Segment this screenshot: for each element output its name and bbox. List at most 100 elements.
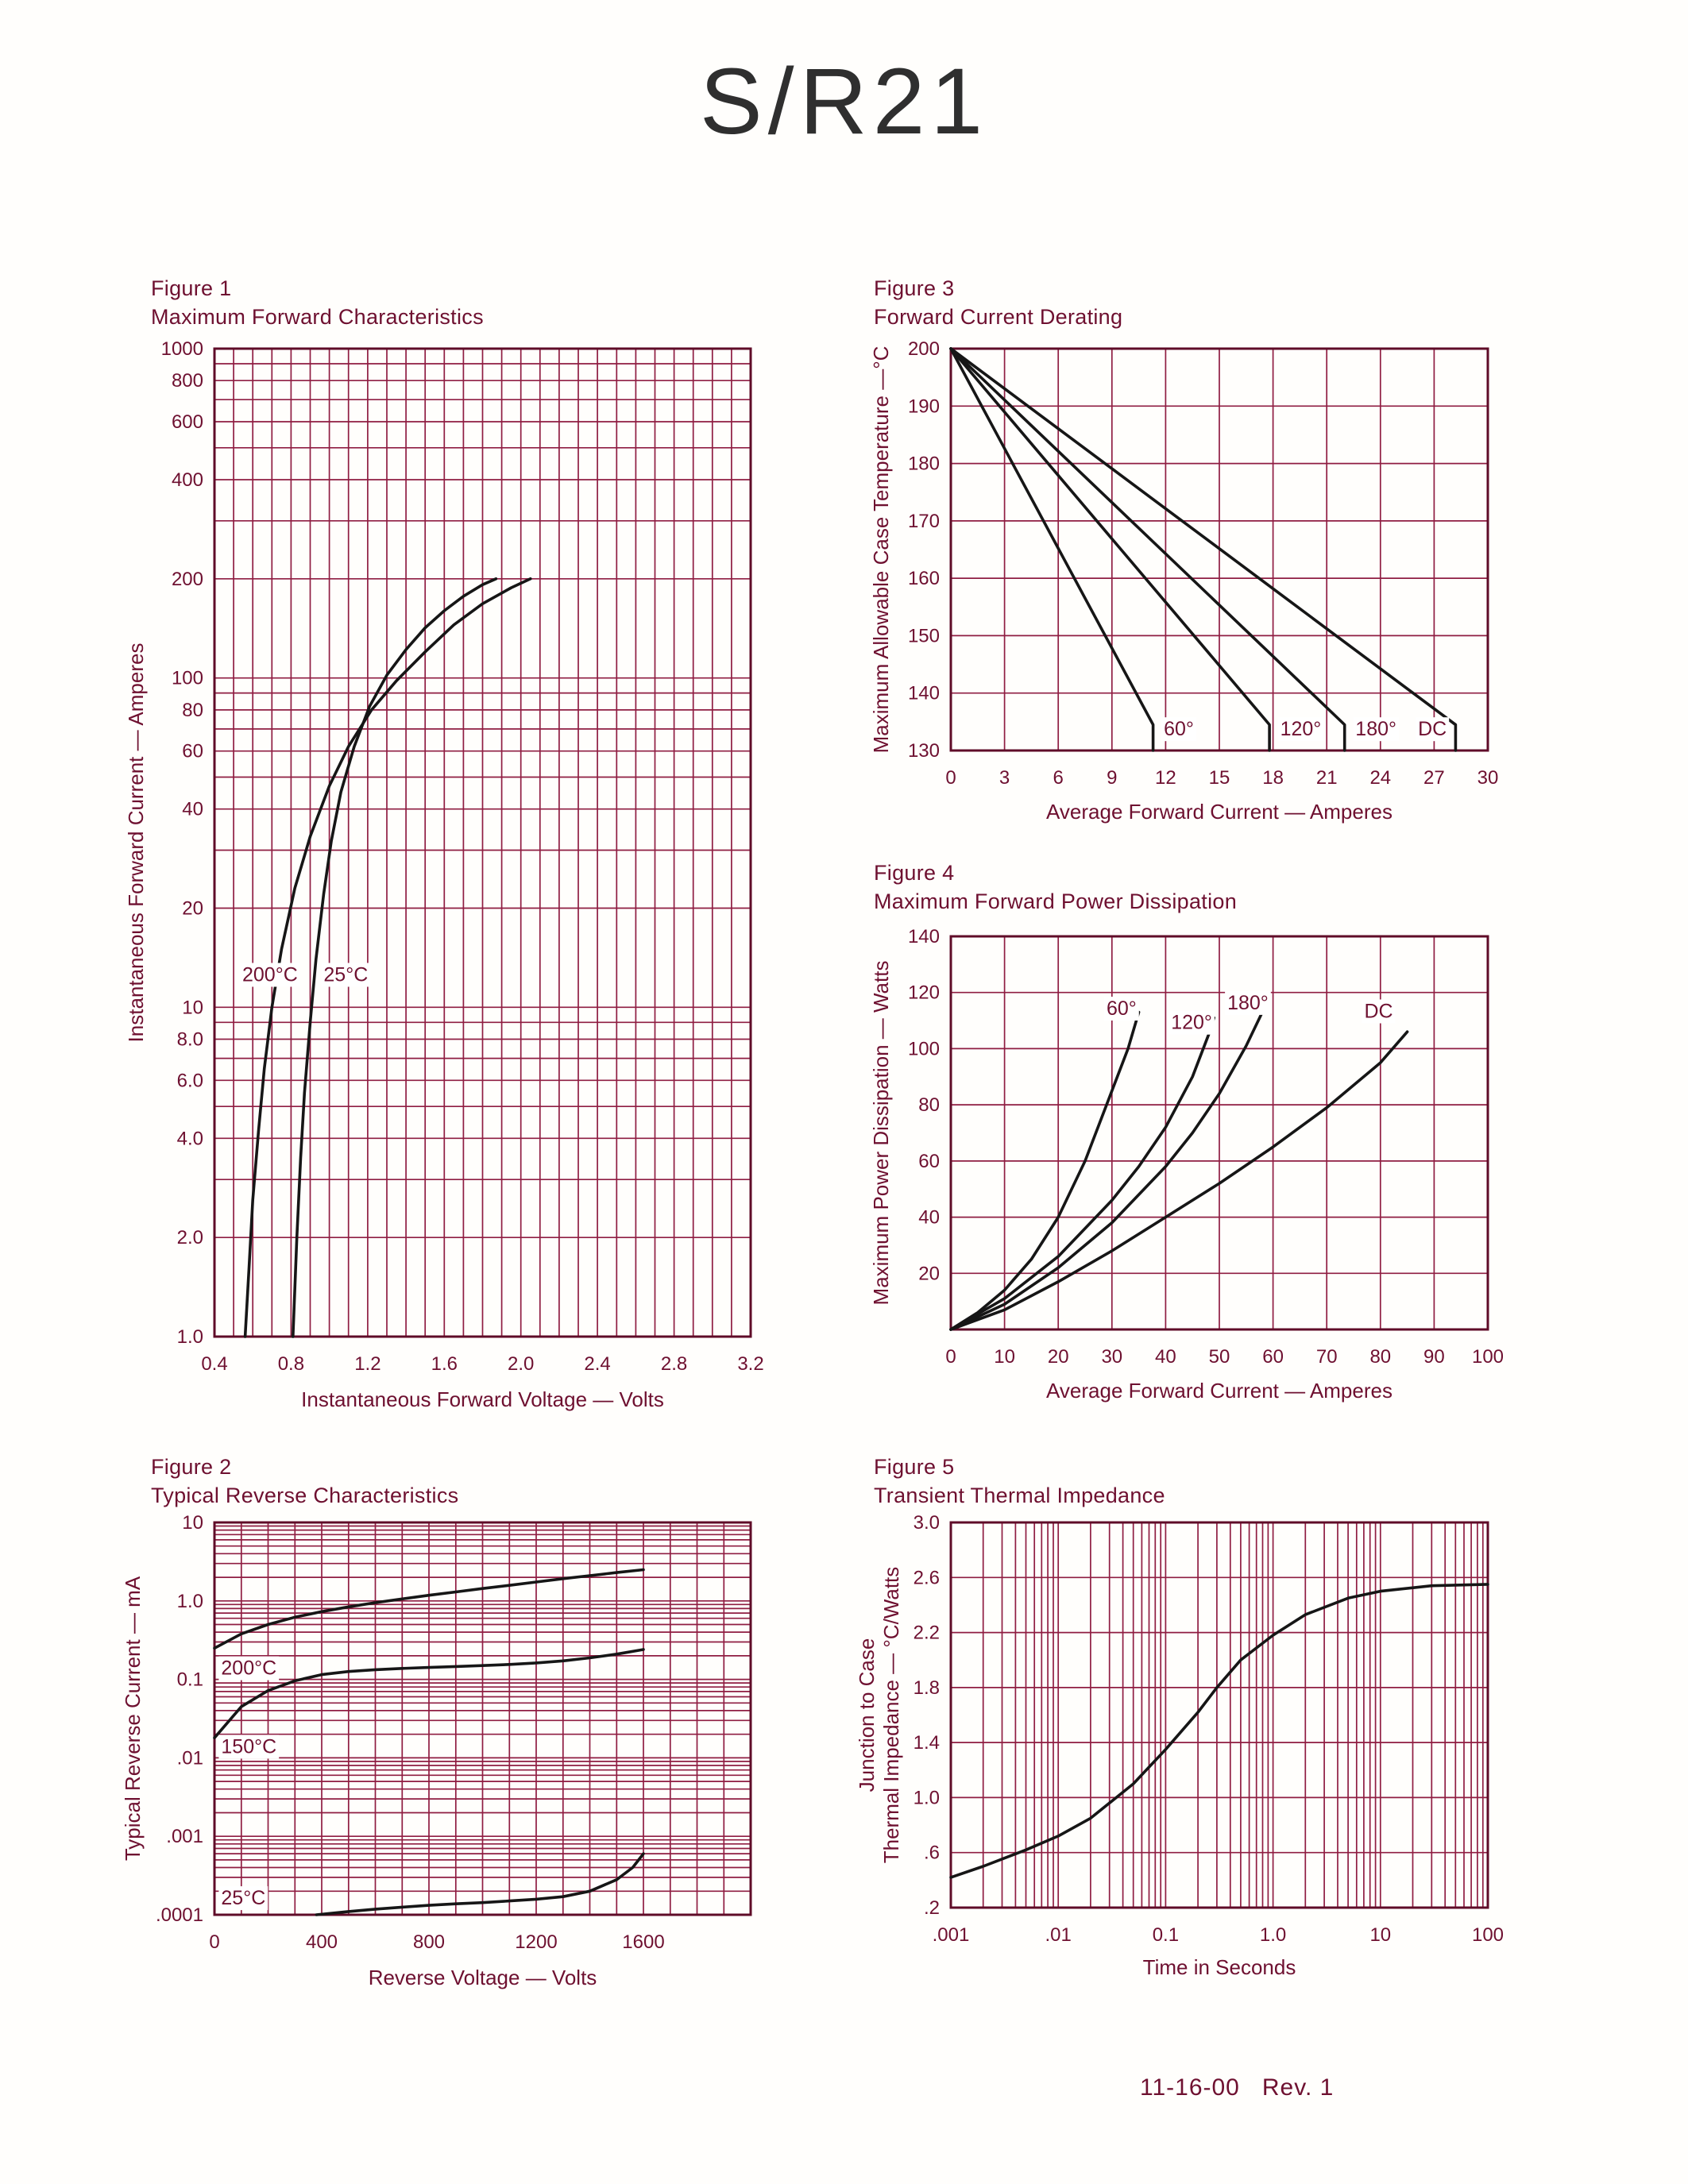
- svg-text:140: 140: [908, 926, 940, 947]
- svg-text:Average Forward Current — Ampe: Average Forward Current — Amperes: [1046, 1379, 1393, 1403]
- curve-label: 25°C: [221, 1887, 265, 1909]
- svg-text:.2: .2: [924, 1897, 940, 1919]
- curve-label-bg: [218, 1886, 268, 1911]
- figure1-header: Figure 1 Maximum Forward Characteristics: [151, 275, 484, 331]
- figure4-label: Figure 4: [874, 861, 955, 885]
- svg-text:18: 18: [1262, 767, 1284, 789]
- series-curves: [213, 1568, 645, 1916]
- figure3-subtitle: Forward Current Derating: [874, 304, 1123, 329]
- svg-text:Thermal Impedance — °C/Watts: Thermal Impedance — °C/Watts: [879, 1567, 903, 1864]
- x-tick-labels: 0 400 800 1200 1600: [209, 1931, 664, 1953]
- svg-text:9: 9: [1107, 767, 1117, 789]
- svg-text:70: 70: [1316, 1346, 1338, 1368]
- svg-text:1.2: 1.2: [354, 1353, 380, 1375]
- figure1-label: Figure 1: [151, 276, 232, 300]
- svg-text:190: 190: [908, 396, 940, 417]
- svg-text:1200: 1200: [515, 1931, 557, 1953]
- curve-label: 150°C: [221, 1735, 276, 1758]
- figure5-plot: .001 .01 0.1 1.0 10 100 .2 .6 1.0 1.4 1.8 2.2 2.6 3.0…: [858, 1512, 1504, 1979]
- curve-120°: [949, 1016, 1216, 1331]
- svg-text:.01: .01: [177, 1747, 203, 1769]
- svg-text:100: 100: [1472, 1346, 1504, 1368]
- curve-200°C: [213, 1568, 645, 1650]
- curve-25°C: [315, 1852, 645, 1916]
- y-tick-labels: 10 1.0 0.1 .01 .001 .0001: [156, 1512, 203, 1926]
- svg-text:.01: .01: [1045, 1924, 1072, 1946]
- svg-text:3: 3: [999, 767, 1010, 789]
- series-curves: [243, 577, 532, 1338]
- figure2-label: Figure 2: [151, 1455, 232, 1479]
- svg-text:40: 40: [182, 799, 203, 820]
- svg-text:12: 12: [1155, 767, 1176, 789]
- svg-text:400: 400: [172, 469, 203, 491]
- plot-border: [949, 347, 1489, 752]
- x-axis-label: Average Forward Current — Amperes: [1046, 1379, 1393, 1403]
- svg-text:Reverse Voltage — Volts: Reverse Voltage — Volts: [369, 1966, 597, 1989]
- svg-text:80: 80: [182, 700, 203, 721]
- svg-text:1000: 1000: [161, 338, 203, 360]
- svg-text:4.0: 4.0: [177, 1128, 203, 1149]
- svg-text:180: 180: [908, 453, 940, 475]
- svg-text:Time in Seconds: Time in Seconds: [1143, 1955, 1296, 1979]
- svg-text:140: 140: [908, 683, 940, 704]
- figure4-subtitle: Maximum Forward Power Dissipation: [874, 889, 1238, 913]
- svg-text:0.1: 0.1: [177, 1669, 203, 1691]
- svg-text:6.0: 6.0: [177, 1070, 203, 1091]
- svg-text:.001: .001: [933, 1924, 970, 1946]
- figure3-header: Figure 3 Forward Current Derating: [874, 275, 1122, 331]
- plot-border: [949, 935, 1489, 1331]
- svg-text:1.0: 1.0: [177, 1326, 203, 1348]
- curve-200°C: [243, 577, 532, 1338]
- curve-60°: [949, 347, 1155, 752]
- curve-180°: [949, 347, 1346, 752]
- svg-text:3.0: 3.0: [914, 1512, 940, 1534]
- svg-text:60: 60: [918, 1151, 940, 1172]
- svg-text:Instantaneous Forward Current: Instantaneous Forward Current — Amperes: [124, 643, 148, 1043]
- svg-text:1.0: 1.0: [914, 1787, 940, 1808]
- svg-text:90: 90: [1423, 1346, 1445, 1368]
- svg-text:40: 40: [918, 1207, 940, 1229]
- curve-label-bg: [1225, 990, 1271, 1015]
- grid-lines: [214, 1522, 751, 1915]
- curve-DC: [949, 1030, 1409, 1331]
- svg-text:2.0: 2.0: [177, 1227, 203, 1248]
- svg-text:10: 10: [1369, 1924, 1391, 1946]
- curve-label: 180°: [1355, 718, 1396, 740]
- grid-lines: [951, 1522, 1488, 1908]
- svg-text:10: 10: [182, 1512, 203, 1534]
- svg-text:800: 800: [413, 1931, 445, 1953]
- y-axis-label: Junction to Case Thermal Impedance — °C/W…: [858, 1567, 903, 1864]
- curve-label-bg: [218, 1734, 280, 1759]
- svg-text:3.2: 3.2: [737, 1353, 763, 1375]
- curve-60°: [949, 1010, 1141, 1331]
- svg-text:600: 600: [172, 411, 203, 433]
- curve-label: 120°: [1171, 1012, 1212, 1034]
- svg-text:24: 24: [1369, 767, 1391, 789]
- figure3-label: Figure 3: [874, 276, 955, 300]
- figure4-plot: 0 10 20 30 40 50 60 70 80 90 100 20 40 60 80 100 120 140 A…: [869, 926, 1504, 1403]
- svg-text:Instantaneous Forward Voltage: Instantaneous Forward Voltage — Volts: [301, 1387, 664, 1411]
- x-axis-label: Average Forward Current — Amperes: [1046, 800, 1393, 824]
- y-axis-label: Instantaneous Forward Current — Amperes: [124, 643, 148, 1043]
- svg-text:60: 60: [182, 741, 203, 762]
- svg-text:30: 30: [1101, 1346, 1122, 1368]
- svg-text:2.2: 2.2: [914, 1623, 940, 1644]
- y-axis-label: Typical Reverse Current — mA: [121, 1576, 145, 1861]
- svg-text:1.8: 1.8: [914, 1677, 940, 1699]
- x-axis-label: Time in Seconds: [1143, 1955, 1296, 1979]
- svg-text:20: 20: [918, 1263, 940, 1284]
- curve-label-bg: [1362, 999, 1396, 1024]
- curve-label-bg: [1161, 717, 1196, 742]
- svg-text:2.6: 2.6: [914, 1567, 940, 1588]
- curve-label: 60°: [1164, 718, 1194, 740]
- svg-text:800: 800: [172, 370, 203, 392]
- series-curves: [949, 1583, 1489, 1879]
- doc-title: S/R21: [700, 49, 988, 154]
- grid-lines: [951, 936, 1488, 1329]
- curve-label: DC: [1365, 1001, 1393, 1023]
- svg-text:1.0: 1.0: [1260, 1924, 1286, 1946]
- figure3-plot: 0 3 6 9 12 15 18 21 24 27 30 130 140 150 160 170 180 190 2…: [869, 338, 1498, 824]
- curve-label-bg: [321, 963, 371, 987]
- svg-text:Average Forward Current — Ampe: Average Forward Current — Amperes: [1046, 800, 1393, 824]
- y-tick-labels: 20 40 60 80 100 120 140: [908, 926, 940, 1284]
